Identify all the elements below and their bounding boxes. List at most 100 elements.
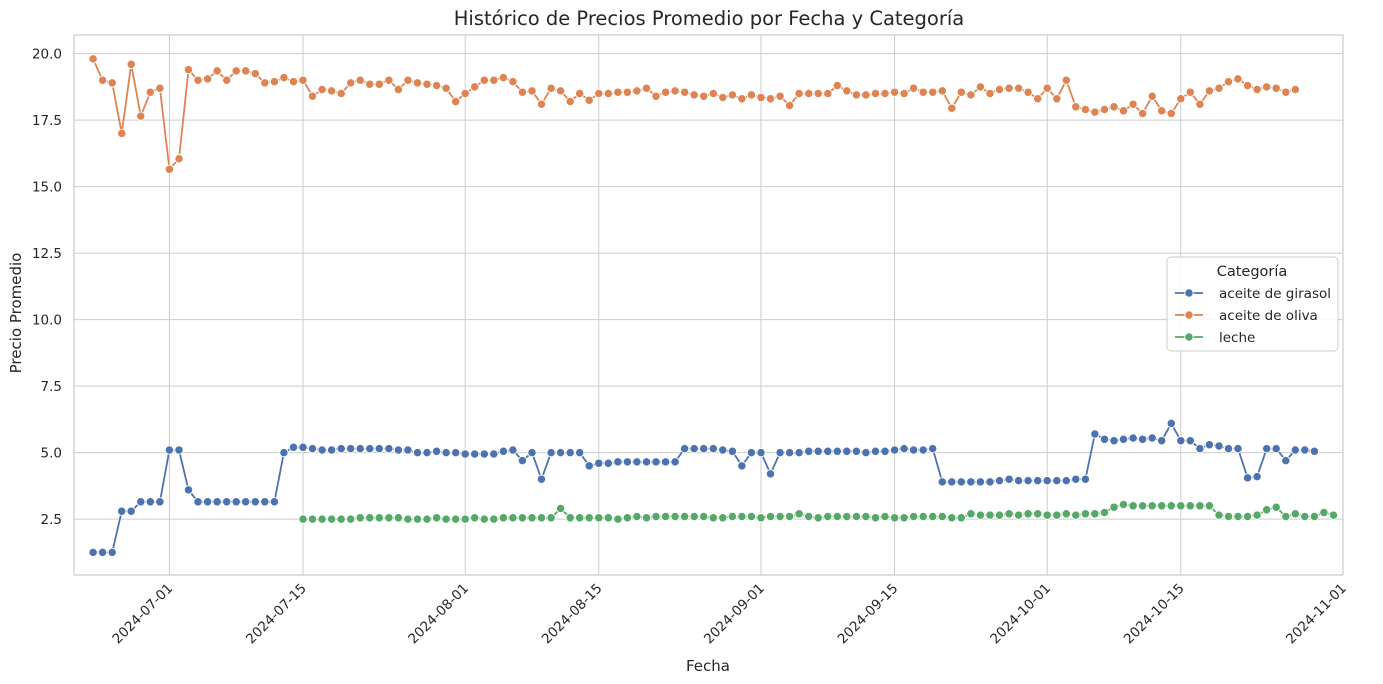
- data-point-leche: [1052, 510, 1062, 520]
- data-point-leche: [1290, 509, 1300, 519]
- data-point-leche: [565, 513, 575, 523]
- data-point-aceite-de-girasol: [460, 449, 470, 459]
- data-point-aceite-de-oliva: [403, 75, 413, 85]
- data-point-aceite-de-girasol: [441, 447, 451, 458]
- data-point-aceite-de-girasol: [718, 445, 728, 455]
- data-point-aceite-de-girasol: [1300, 445, 1310, 455]
- data-point-aceite-de-oliva: [412, 78, 423, 88]
- data-point-aceite-de-girasol: [231, 497, 241, 507]
- data-point-aceite-de-girasol: [470, 449, 480, 459]
- data-point-aceite-de-oliva: [326, 86, 337, 96]
- data-point-aceite-de-girasol: [336, 443, 346, 454]
- data-point-aceite-de-girasol: [737, 461, 747, 471]
- x-tick-label: 2024-10-15: [1121, 581, 1188, 648]
- data-point-aceite-de-oliva: [832, 80, 842, 91]
- data-point-leche: [908, 511, 919, 522]
- data-point-aceite-de-oliva: [288, 76, 299, 87]
- data-point-leche: [708, 513, 718, 523]
- y-tick-label: 5.0: [41, 446, 62, 462]
- data-point-leche: [403, 514, 413, 524]
- data-point-aceite-de-girasol: [670, 457, 680, 467]
- data-point-leche: [1223, 511, 1234, 522]
- data-point-aceite-de-girasol: [1042, 475, 1052, 486]
- data-point-aceite-de-girasol: [727, 446, 738, 456]
- x-tick-label: 2024-10-01: [987, 581, 1054, 648]
- data-point-aceite-de-oliva: [1137, 108, 1148, 119]
- data-point-aceite-de-oliva: [918, 87, 928, 97]
- plot-area: [88, 54, 1339, 558]
- x-tick-label: 2024-09-01: [701, 581, 768, 648]
- x-tick-label: 2024-07-01: [109, 581, 176, 648]
- data-point-aceite-de-oliva: [460, 88, 470, 99]
- data-point-leche: [431, 513, 442, 523]
- data-point-aceite-de-girasol: [947, 477, 957, 487]
- data-point-aceite-de-oliva: [975, 82, 986, 92]
- data-point-aceite-de-girasol: [97, 547, 108, 558]
- data-point-leche: [555, 503, 566, 514]
- legend-swatch-marker: [1184, 332, 1194, 342]
- data-point-aceite-de-girasol: [365, 443, 375, 454]
- data-point-leche: [1328, 510, 1339, 520]
- data-point-aceite-de-oliva: [851, 90, 862, 100]
- data-point-aceite-de-girasol: [145, 497, 155, 507]
- data-point-aceite-de-oliva: [679, 87, 690, 97]
- data-point-aceite-de-oliva: [527, 86, 537, 96]
- data-point-aceite-de-girasol: [966, 477, 976, 487]
- legend-label: leche: [1219, 330, 1255, 346]
- data-point-leche: [794, 509, 804, 519]
- data-point-aceite-de-girasol: [431, 446, 442, 456]
- legend-item-aceite-de-oliva: aceite de oliva: [1175, 308, 1318, 324]
- data-point-aceite-de-girasol: [746, 447, 757, 458]
- data-point-leche: [460, 514, 470, 524]
- data-point-aceite-de-oliva: [880, 88, 890, 99]
- data-point-leche: [1252, 510, 1262, 520]
- data-point-aceite-de-oliva: [870, 88, 881, 99]
- data-point-aceite-de-oliva: [651, 91, 661, 101]
- data-point-aceite-de-girasol: [527, 447, 537, 458]
- data-point-aceite-de-oliva: [632, 86, 642, 96]
- legend-item-leche: leche: [1175, 330, 1255, 346]
- data-point-leche: [1204, 501, 1215, 511]
- data-point-leche: [527, 513, 537, 523]
- data-point-aceite-de-oliva: [479, 75, 489, 85]
- data-point-aceite-de-oliva: [1166, 108, 1176, 119]
- data-point-leche: [1185, 501, 1195, 511]
- data-point-aceite-de-girasol: [1118, 434, 1129, 444]
- data-point-aceite-de-oliva: [269, 76, 280, 87]
- data-point-aceite-de-girasol: [1271, 443, 1281, 454]
- data-point-leche: [1233, 511, 1243, 522]
- data-point-aceite-de-oliva: [842, 86, 852, 96]
- data-point-leche: [689, 511, 699, 522]
- data-point-aceite-de-girasol: [155, 497, 165, 507]
- data-point-aceite-de-oliva: [1252, 84, 1262, 95]
- data-point-aceite-de-girasol: [307, 443, 318, 454]
- data-point-aceite-de-girasol: [288, 442, 299, 452]
- data-point-aceite-de-girasol: [1252, 471, 1262, 482]
- data-point-aceite-de-oliva: [555, 86, 566, 96]
- data-point-aceite-de-oliva: [260, 78, 270, 88]
- data-point-leche: [994, 510, 1005, 520]
- data-point-aceite-de-girasol: [555, 447, 566, 458]
- legend-title: Categoría: [1217, 264, 1288, 280]
- data-point-aceite-de-oliva: [317, 84, 327, 95]
- data-point-aceite-de-girasol: [298, 442, 308, 452]
- legend-item-aceite-de-girasol: aceite de girasol: [1175, 286, 1331, 302]
- data-point-aceite-de-oliva: [1271, 83, 1281, 93]
- data-point-leche: [823, 511, 833, 522]
- data-point-aceite-de-girasol: [937, 477, 947, 487]
- data-point-aceite-de-oliva: [737, 94, 747, 104]
- data-point-leche: [355, 513, 365, 523]
- data-point-aceite-de-oliva: [756, 92, 766, 103]
- data-point-aceite-de-girasol: [508, 445, 518, 455]
- data-point-aceite-de-oliva: [346, 78, 356, 88]
- data-point-aceite-de-girasol: [222, 497, 232, 507]
- data-point-leche: [1195, 501, 1205, 511]
- data-point-leche: [575, 513, 585, 523]
- data-point-leche: [1061, 509, 1071, 519]
- data-point-leche: [679, 511, 690, 522]
- data-point-aceite-de-oliva: [1176, 94, 1186, 104]
- data-point-aceite-de-oliva: [575, 88, 585, 99]
- data-point-leche: [756, 513, 766, 523]
- data-point-leche: [746, 511, 757, 522]
- data-point-aceite-de-oliva: [193, 75, 203, 85]
